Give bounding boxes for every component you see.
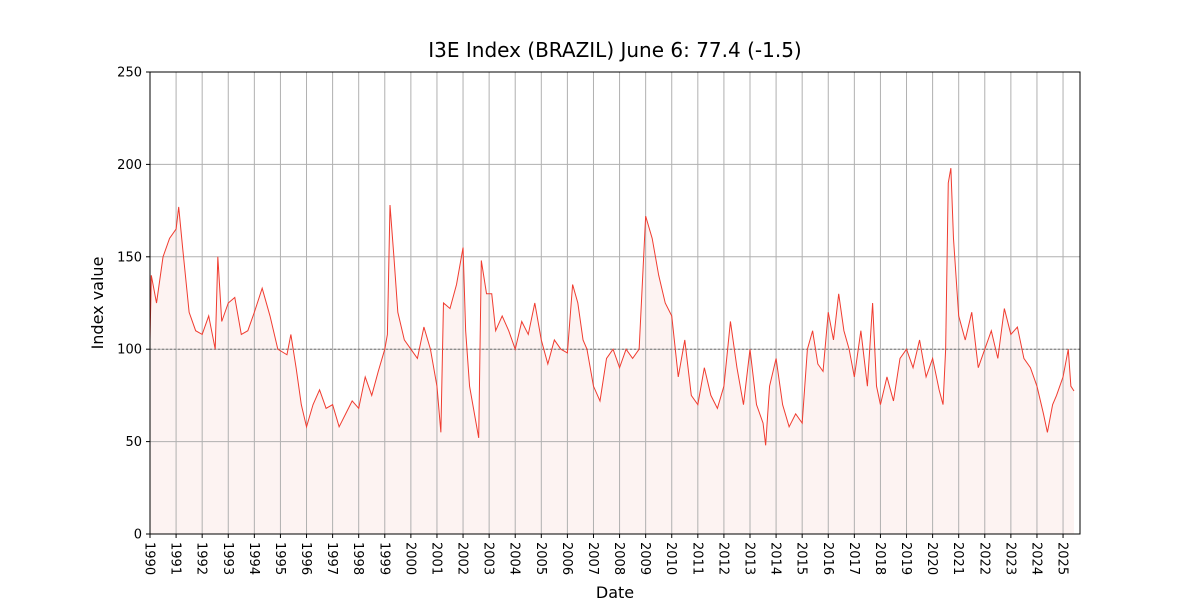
x-tick-label: 2016 (820, 542, 835, 575)
x-tick-label: 1992 (194, 542, 209, 575)
x-tick-label: 2023 (1002, 542, 1017, 575)
x-tick-label: 2001 (428, 542, 443, 575)
y-tick-label: 0 (134, 528, 142, 543)
x-tick-label: 2010 (663, 542, 678, 575)
x-tick-label: 2012 (715, 542, 730, 575)
x-tick-label: 2007 (585, 542, 600, 575)
x-tick-label: 2011 (689, 542, 704, 575)
x-tick-label: 2006 (559, 542, 574, 575)
x-tick-label: 2019 (898, 542, 913, 575)
y-tick-label: 100 (117, 343, 142, 358)
x-tick-label: 2024 (1028, 542, 1043, 575)
x-tick-label: 2025 (1055, 542, 1070, 575)
x-tick-label: 2004 (507, 542, 522, 575)
y-tick-label: 50 (125, 435, 142, 450)
x-tick-label: 1998 (350, 542, 365, 575)
x-tick-label: 2022 (976, 542, 991, 575)
x-tick-label: 2015 (794, 542, 809, 575)
x-tick-label: 2018 (872, 542, 887, 575)
x-tick-label: 1993 (220, 542, 235, 575)
chart-title: I3E Index (BRAZIL) June 6: 77.4 (-1.5) (428, 38, 801, 62)
plot-frame (149, 71, 1081, 535)
x-axis-label: Date (596, 583, 634, 600)
x-tick-label: 1994 (246, 542, 261, 575)
line (149, 168, 1075, 446)
x-tick-label: 2017 (846, 542, 861, 575)
x-tick-label: 2000 (402, 542, 417, 575)
y-tick-label: 200 (117, 158, 142, 173)
x-tick-label: 2003 (481, 542, 496, 575)
y-tick-label: 150 (117, 250, 142, 265)
x-tick-label: 2013 (742, 542, 757, 575)
x-tick-label: 2014 (768, 542, 783, 575)
y-axis-label: Index value (88, 257, 107, 350)
x-tick-label: 2005 (533, 542, 548, 575)
x-tick-label: 2009 (637, 542, 652, 575)
x-tick-label: 2021 (950, 542, 965, 575)
x-tick-label: 1999 (376, 542, 391, 575)
x-tick-label: 1990 (142, 542, 157, 575)
x-tick-label: 1996 (298, 542, 313, 575)
x-tick-label: 1997 (324, 542, 339, 575)
x-tick-label: 2008 (611, 542, 626, 575)
x-tick-label: 2020 (924, 542, 939, 575)
x-tick-label: 1995 (272, 542, 287, 575)
x-tick-label: 2002 (455, 542, 470, 575)
y-tick-label: 250 (117, 66, 142, 81)
x-tick-label: 1991 (168, 542, 183, 575)
